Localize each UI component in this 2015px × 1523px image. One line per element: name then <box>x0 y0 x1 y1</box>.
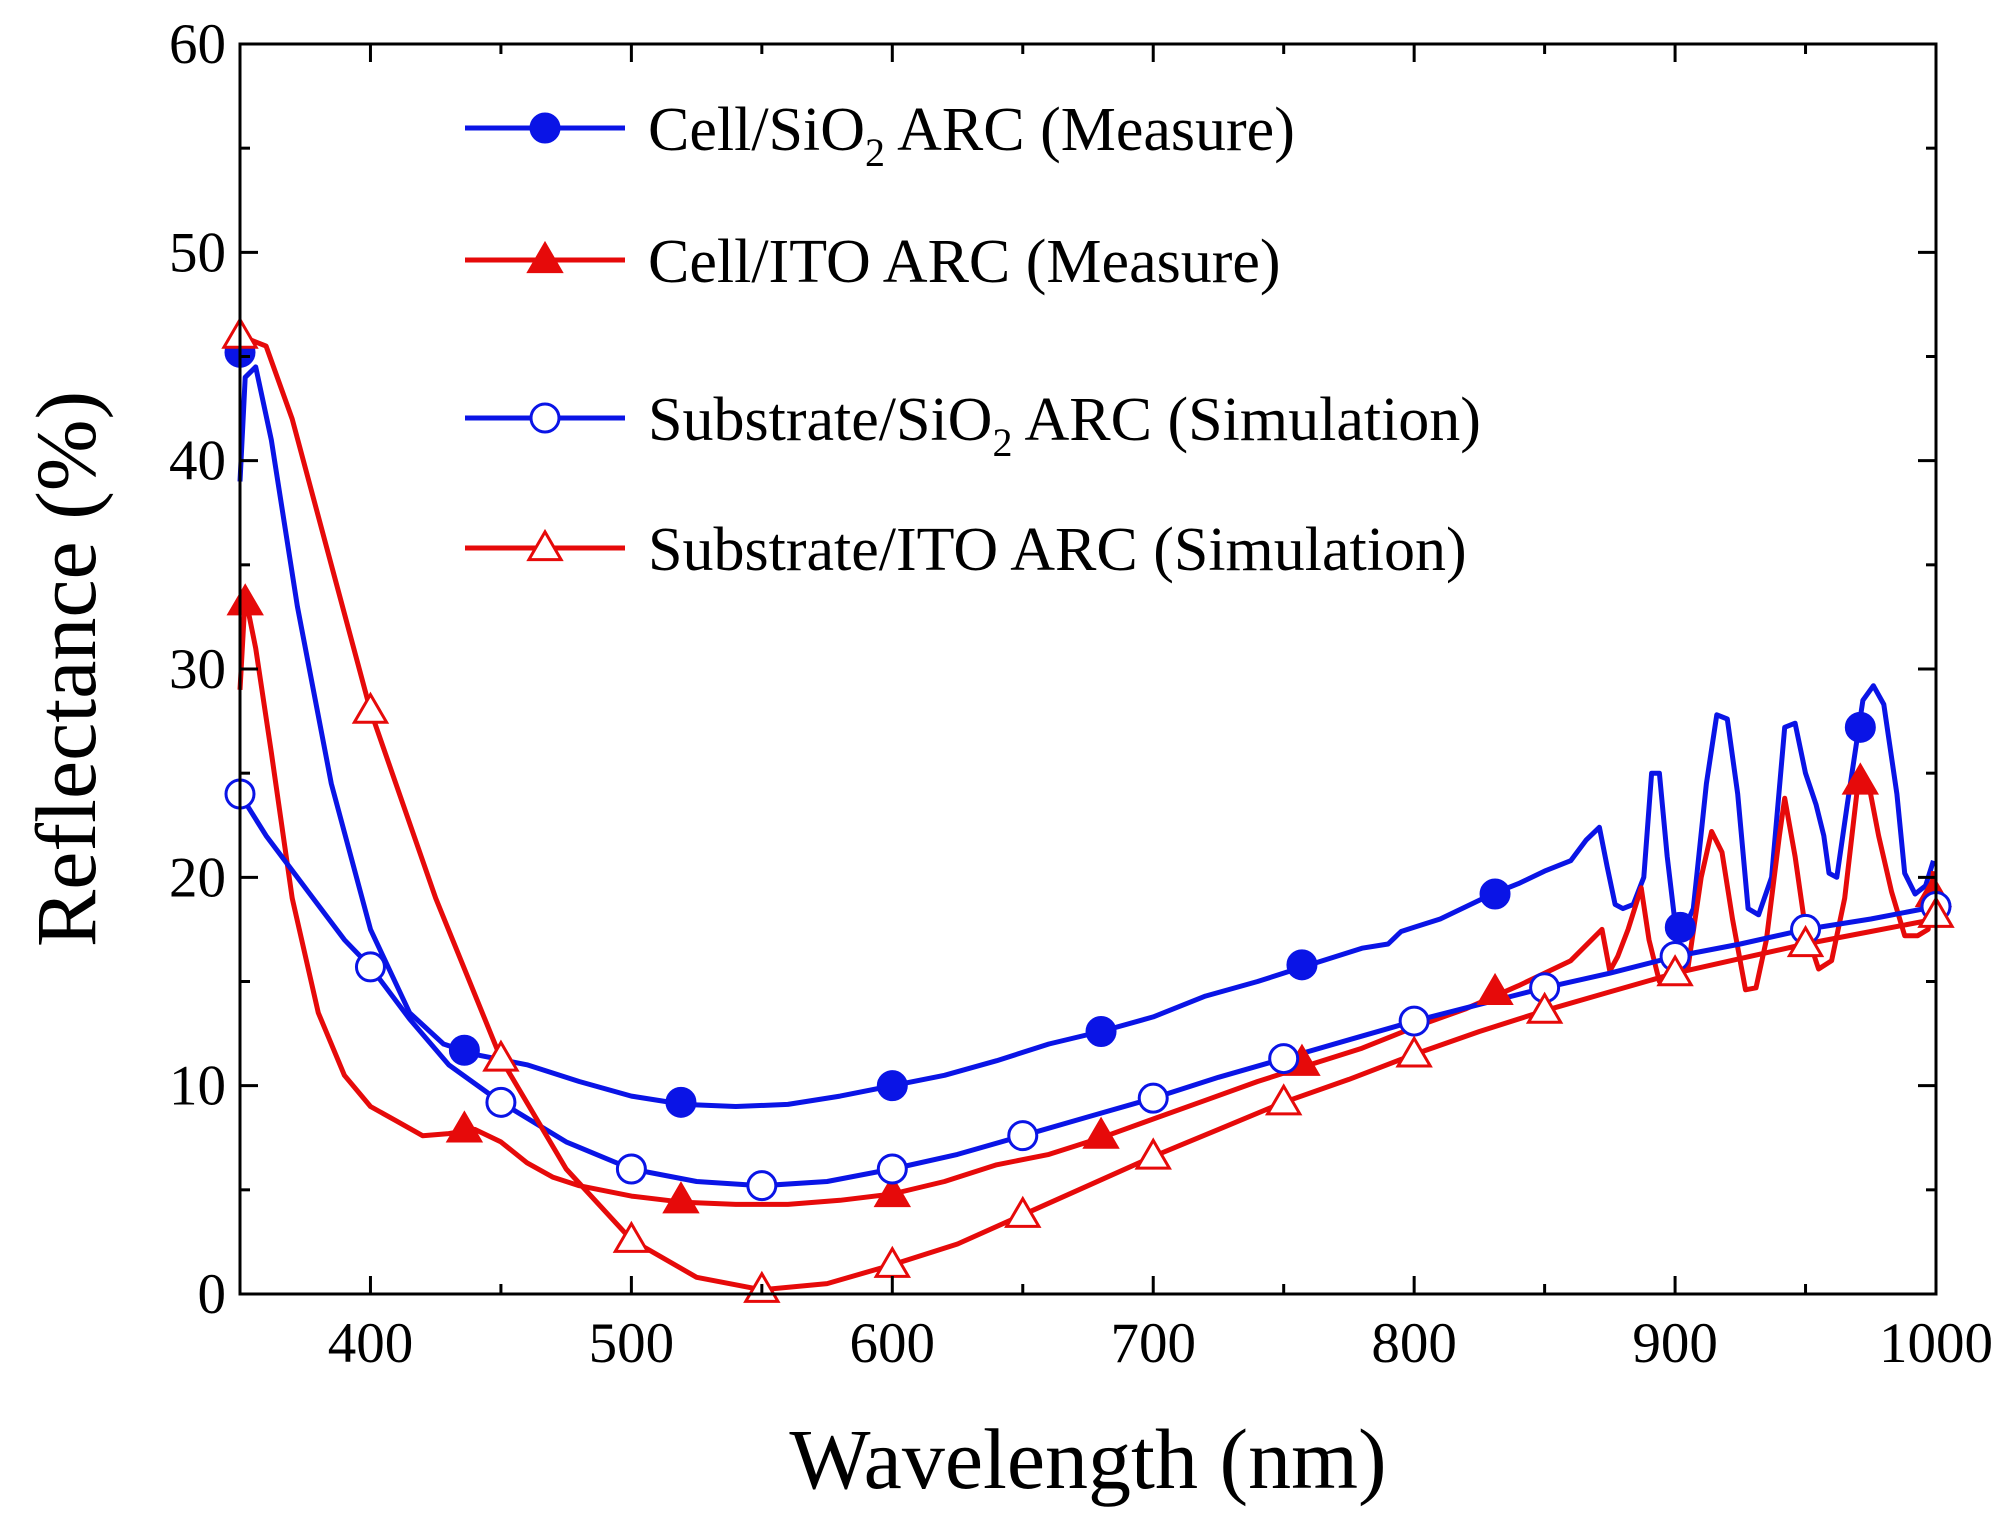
data-point-marker <box>1268 1043 1300 1075</box>
data-point-marker <box>876 1153 908 1185</box>
x-tick-label: 800 <box>1371 1312 1457 1375</box>
data-point-marker <box>1395 1035 1433 1068</box>
x-tick-label: 600 <box>850 1312 936 1375</box>
legend-marker <box>526 528 564 562</box>
data-point-marker <box>1479 878 1511 910</box>
data-point-marker <box>1841 762 1880 795</box>
x-tick-label: 1000 <box>1879 1312 1993 1375</box>
legend-label-rest: ARC (Measure) <box>885 96 1295 164</box>
data-point-marker <box>1398 1005 1430 1037</box>
x-tick-label: 700 <box>1110 1312 1196 1375</box>
legend-entry-2: Cell/ITO ARC (Measure) <box>465 228 1281 296</box>
data-point-marker <box>746 1170 778 1202</box>
data-point-marker <box>615 1153 647 1185</box>
y-axis-title: Reflectance (%) <box>18 391 114 947</box>
data-point-marker <box>1004 1195 1042 1228</box>
legend: Cell/SiO2 ARC (Measure)Cell/ITO ARC (Mea… <box>465 96 1481 584</box>
legend-marker <box>529 112 561 144</box>
data-point-marker <box>448 1034 480 1066</box>
data-point-marker <box>1786 924 1825 958</box>
legend-entry-3: Substrate/SiO2 ARC (Simulation) <box>465 386 1481 465</box>
data-point-marker <box>351 691 390 724</box>
data-point-marker <box>1525 991 1564 1024</box>
x-tick-label: 900 <box>1632 1312 1718 1375</box>
data-point-marker <box>1134 1137 1172 1170</box>
y-tick-label: 40 <box>169 430 226 493</box>
data-point-marker <box>873 1174 912 1208</box>
legend-entry-4: Substrate/ITO ARC (Simulation) <box>465 516 1467 584</box>
y-tick-label: 10 <box>169 1055 226 1118</box>
legend-label-main: Cell/ITO ARC (Measure) <box>648 228 1281 296</box>
legend-label: Substrate/SiO2 ARC (Simulation) <box>648 386 1481 465</box>
legend-label: Cell/ITO ARC (Measure) <box>648 228 1281 296</box>
y-tick-label: 0 <box>198 1263 227 1326</box>
x-axis-title: Wavelength (nm) <box>789 1411 1386 1507</box>
data-point-marker <box>1082 1116 1120 1149</box>
data-point-marker <box>612 1220 651 1253</box>
data-point-marker <box>445 1110 484 1143</box>
x-tick-label: 400 <box>328 1312 414 1375</box>
data-point-marker <box>1656 954 1694 987</box>
data-point-marker <box>1085 1016 1117 1047</box>
y-tick-label: 50 <box>169 221 226 284</box>
data-point-marker <box>354 951 386 983</box>
data-point-marker <box>226 583 264 616</box>
data-point-marker <box>1007 1120 1039 1152</box>
y-tick-label: 60 <box>169 13 226 76</box>
data-point-marker <box>662 1181 700 1214</box>
legend-label-subscript: 2 <box>865 130 885 175</box>
legend-label-main: Cell/SiO <box>648 96 865 164</box>
data-point-marker <box>482 1039 520 1072</box>
legend-label-rest: ARC (Simulation) <box>1012 386 1480 454</box>
legend-label-main: Substrate/SiO <box>648 386 992 454</box>
data-point-marker <box>1664 911 1696 943</box>
series-line-1 <box>237 364 1936 1109</box>
y-tick-label: 30 <box>169 638 226 701</box>
data-point-marker <box>1476 972 1514 1006</box>
legend-marker <box>526 240 564 274</box>
data-point-marker <box>1137 1082 1169 1114</box>
data-point-marker <box>1844 711 1876 743</box>
series-line-3 <box>237 792 1937 1189</box>
x-tick-label: 500 <box>589 1312 675 1375</box>
legend-label: Cell/SiO2 ARC (Measure) <box>648 96 1295 175</box>
legend-marker <box>529 402 561 434</box>
y-tick-label: 20 <box>169 846 226 909</box>
legend-label: Substrate/ITO ARC (Simulation) <box>648 516 1467 584</box>
axis-tick-labels: 400 500 600 700 800 900 1000 0 10 20 30 40 50 60 <box>169 13 1993 1375</box>
data-point-marker <box>485 1086 517 1118</box>
legend-entry-1: Cell/SiO2 ARC (Measure) <box>465 96 1295 175</box>
axis-ticks <box>238 42 1938 1296</box>
legend-label-subscript: 2 <box>992 420 1012 465</box>
data-point-marker <box>1286 949 1318 981</box>
data-point-marker <box>1264 1083 1303 1116</box>
series-markers <box>221 316 1955 1303</box>
data-point-marker <box>665 1086 697 1118</box>
legend-label-main: Substrate/ITO ARC (Simulation) <box>648 516 1467 584</box>
data-point-marker <box>876 1070 908 1102</box>
